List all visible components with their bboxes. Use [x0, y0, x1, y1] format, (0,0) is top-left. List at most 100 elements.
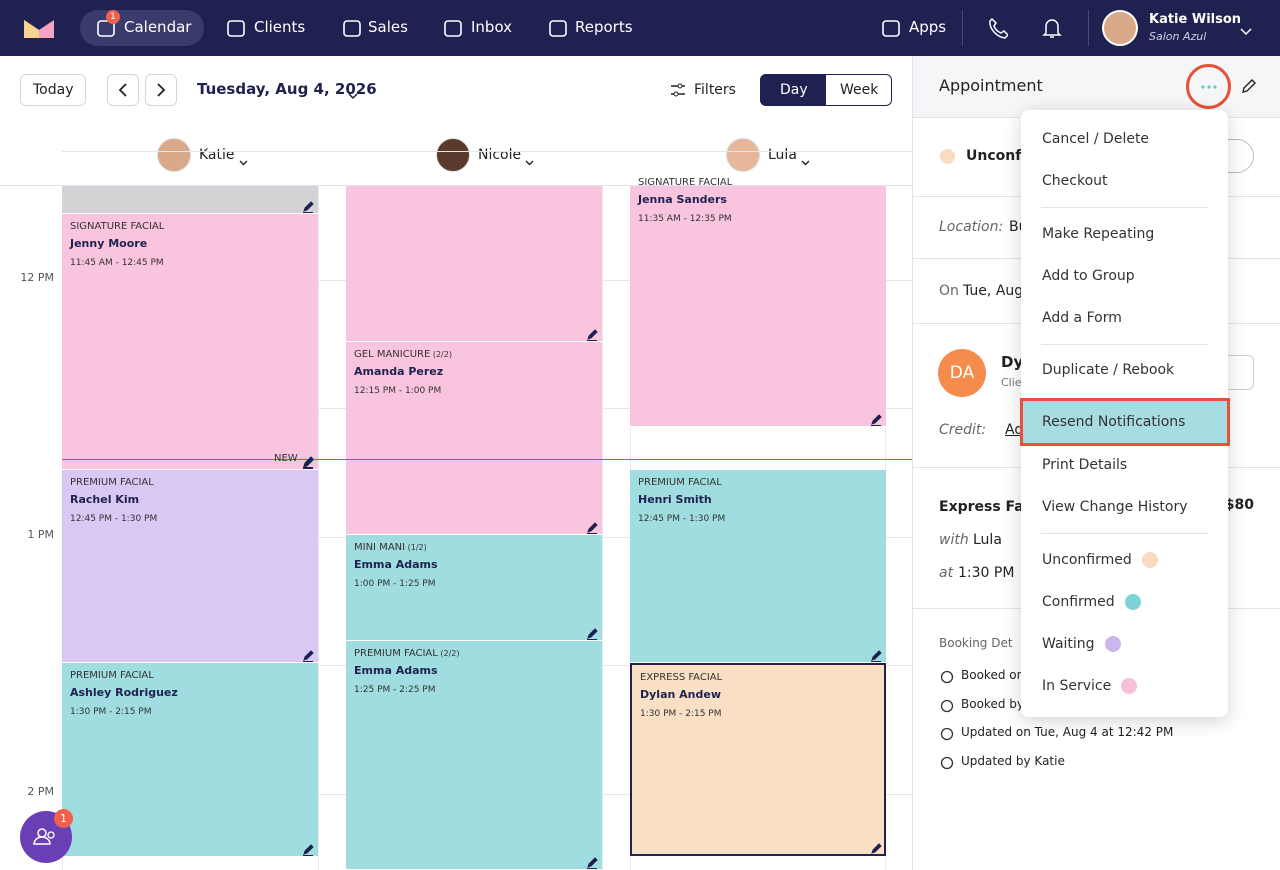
nav-item[interactable]: Calendar	[124, 18, 192, 37]
menu-item[interactable]: Add a Form	[1042, 309, 1122, 326]
edit-icon[interactable]	[586, 326, 598, 341]
menu-item[interactable]: Duplicate / Rebook	[1042, 361, 1175, 378]
edit-icon[interactable]	[302, 841, 314, 856]
phone-icon[interactable]	[988, 17, 1010, 39]
nav-item[interactable]: Sales	[368, 18, 408, 37]
calendar-tab[interactable]	[80, 10, 204, 46]
day-label[interactable]: Day	[780, 81, 808, 98]
staff-avatar[interactable]	[436, 138, 470, 172]
edit-icon[interactable]	[302, 198, 314, 213]
status-option[interactable]: Unconfirmed	[1042, 551, 1132, 568]
menu-item[interactable]: Add to Group	[1042, 267, 1135, 284]
appointment-block[interactable]: MINI MANI (1/2) Emma Adams 1:00 PM - 1:25 …	[346, 535, 602, 641]
client-avatar: DA	[938, 349, 986, 397]
menu-item[interactable]: Print Details	[1042, 456, 1128, 473]
appointment-block[interactable]: SIGNATURE FACIAL Jenny Moore 11:45 AM - 12…	[62, 214, 318, 470]
date-chevron-glyph	[348, 93, 358, 100]
staff-avatar[interactable]	[157, 138, 191, 172]
staff-avatar[interactable]	[726, 138, 760, 172]
more-button[interactable]	[1186, 64, 1231, 109]
menu-item[interactable]: Resend Notifications	[1042, 413, 1186, 430]
logo[interactable]	[24, 16, 54, 38]
next-button[interactable]	[145, 74, 177, 106]
time-value: 1:30 PM	[958, 564, 1015, 581]
user-name[interactable]: Katie Wilson	[1149, 11, 1242, 27]
nav-badge: 1	[106, 10, 120, 24]
service-qty: (2/2)	[430, 350, 452, 359]
credit-link[interactable]: Ad	[1005, 421, 1024, 438]
menu-item[interactable]: View Change History	[1042, 498, 1188, 515]
appointment-block[interactable]: PREMIUM FACIAL (2/2) Emma Adams 1:25 PM - …	[346, 641, 602, 870]
appointment-block[interactable]: PREMIUM FACIAL Rachel Kim 12:45 PM - 1:30 …	[62, 470, 318, 663]
appointment-block[interactable]: EXPRESS FACIAL Dylan Andew 1:30 PM - 2:15 …	[630, 663, 886, 856]
at-label: at	[939, 564, 954, 581]
service-name: SIGNATURE FACIAL	[638, 177, 733, 188]
nav-divider	[1088, 10, 1089, 46]
nav-icon-glyph	[97, 20, 115, 37]
appointment-block[interactable]: PREMIUM FACIAL Henri Smith 12:45 PM - 1:30…	[630, 470, 886, 663]
nav-item[interactable]: Clients	[254, 18, 306, 37]
with-label: with	[939, 531, 969, 548]
appointment-block[interactable]	[62, 186, 318, 214]
staff-name[interactable]: Lula	[768, 146, 797, 163]
filters-icon[interactable]	[670, 82, 686, 98]
filters-label[interactable]: Filters	[694, 81, 736, 98]
staff-name[interactable]: Nicole	[478, 146, 522, 163]
day-view[interactable]	[760, 74, 826, 106]
edit-appointment[interactable]	[1241, 78, 1257, 94]
edit-icon[interactable]	[302, 453, 314, 468]
service-qty: (2/2)	[437, 649, 460, 658]
edit-icon[interactable]	[586, 519, 598, 534]
status-option[interactable]: Waiting	[1042, 635, 1095, 652]
staff-chevron-glyph	[239, 160, 248, 166]
nav-item[interactable]: Reports	[575, 18, 633, 37]
date-picker[interactable]: Tuesday, Aug 4, 2026	[197, 80, 377, 99]
booking-icon	[940, 698, 954, 713]
week-label[interactable]: Week	[840, 81, 879, 98]
appointment-client: Rachel Kim	[70, 493, 140, 506]
edit-icon[interactable]	[870, 411, 882, 426]
status-dot	[940, 149, 955, 164]
nav-item[interactable]: Apps	[909, 18, 947, 37]
nav-item[interactable]: Inbox	[471, 18, 513, 37]
user-chevron[interactable]	[1240, 22, 1252, 36]
appointment-block[interactable]: SIGNATURE FACIAL Jenna Sanders 11:35 AM - …	[630, 177, 886, 427]
appointment-block[interactable]: GEL MANICURE (2/2) Amanda Perez 12:15 PM -…	[346, 342, 602, 535]
staff-name[interactable]: Katie	[199, 146, 235, 163]
user-avatar[interactable]	[1102, 10, 1138, 46]
bell-icon[interactable]	[1042, 17, 1062, 39]
client-name[interactable]: Dy	[1001, 353, 1024, 372]
appointment-block[interactable]	[346, 186, 602, 342]
menu-item[interactable]: Make Repeating	[1042, 225, 1155, 242]
appointment-client: Ashley Rodriguez	[70, 686, 178, 699]
appointment-client: Emma Adams	[354, 664, 438, 677]
prev-button[interactable]	[107, 74, 139, 106]
service-name: EXPRESS FACIAL	[640, 672, 723, 683]
status-option[interactable]: Confirmed	[1042, 593, 1115, 610]
booking-row: Booked on	[961, 668, 1025, 683]
edit-icon[interactable]	[586, 854, 598, 869]
status-option[interactable]: In Service	[1042, 677, 1112, 694]
service-name: SIGNATURE FACIAL	[70, 221, 165, 232]
appointment-time: 1:25 PM - 2:25 PM	[354, 685, 436, 695]
service-price: $80	[1224, 497, 1254, 513]
date-chevron[interactable]	[348, 86, 358, 100]
service-qty: (1/2)	[405, 543, 427, 552]
menu-item[interactable]: Checkout	[1042, 172, 1108, 189]
appointment-block[interactable]: PREMIUM FACIAL Ashley Rodriguez 1:30 PM - …	[62, 663, 318, 857]
status-label[interactable]: Unconfi	[966, 147, 1026, 164]
appointment-time: 11:35 AM - 12:35 PM	[638, 214, 732, 224]
status-color	[1125, 594, 1141, 610]
client-sub: Clie	[1001, 375, 1022, 389]
time-label: 12 PM	[20, 271, 54, 284]
edit-icon[interactable]	[586, 625, 598, 640]
today-label[interactable]: Today	[33, 81, 74, 98]
menu-highlight	[1020, 398, 1230, 446]
today-button[interactable]	[20, 74, 86, 106]
appointment-client: Emma Adams	[354, 558, 438, 571]
edit-icon[interactable]	[870, 647, 882, 662]
menu-item[interactable]: Cancel / Delete	[1042, 130, 1150, 147]
edit-icon[interactable]	[870, 840, 882, 855]
nav-icon	[342, 18, 362, 38]
edit-icon[interactable]	[302, 647, 314, 662]
